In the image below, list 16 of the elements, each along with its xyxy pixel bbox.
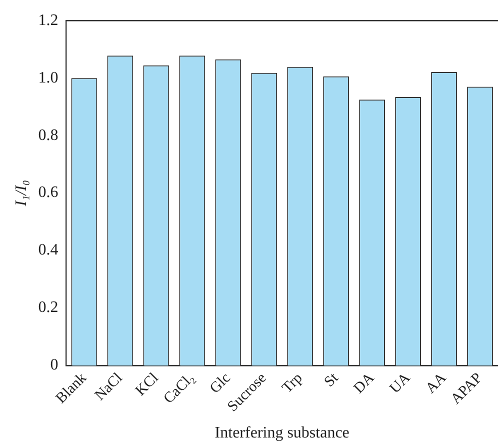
y-tick-label: 1.0 — [38, 69, 58, 86]
y-tick-label: 0.4 — [38, 242, 58, 259]
x-axis-title: Interfering substance — [214, 424, 350, 442]
y-tick-label: 1.2 — [38, 12, 58, 29]
y-tick-label: 0.6 — [38, 184, 58, 202]
x-tick-label: AA — [423, 370, 450, 397]
y-axis-title: I₁/I₀ — [12, 180, 30, 208]
y-tick-label: 0 — [50, 356, 58, 374]
x-tick-label: Glc — [207, 370, 234, 397]
y-tick-label: 0.2 — [38, 299, 58, 316]
x-tick-label: DA — [351, 370, 378, 397]
x-tick-label: KCl — [132, 370, 162, 400]
y-tick-label: 0.8 — [38, 126, 58, 144]
x-tick-label: Trp — [279, 370, 306, 396]
x-tick-label: St — [322, 370, 342, 390]
x-tick-label: UA — [387, 370, 414, 397]
